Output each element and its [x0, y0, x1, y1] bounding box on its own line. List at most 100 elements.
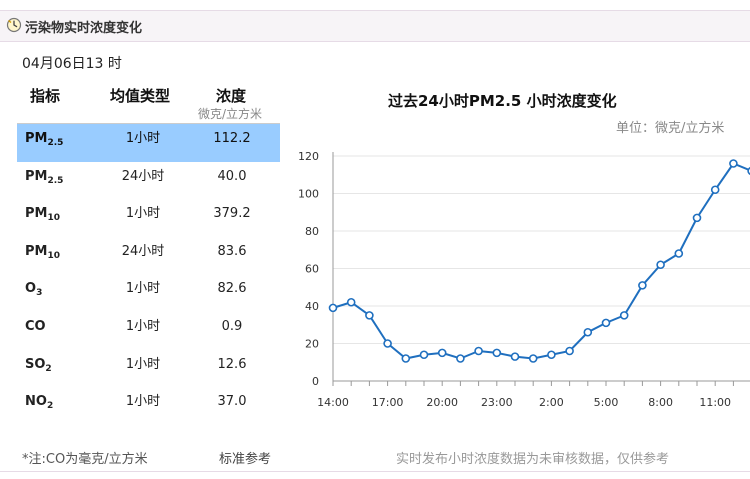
y-tick-label: 0	[312, 375, 319, 388]
table-row[interactable]: NO2 1小时 37.0	[17, 387, 280, 425]
concentration-cell: 12.6	[217, 356, 247, 372]
chart-disclaimer: 实时发布小时浓度数据为未审核数据，仅供参考	[396, 452, 670, 467]
y-tick-label: 100	[298, 188, 319, 201]
data-point	[583, 327, 593, 337]
indicator-name: PM	[25, 243, 48, 259]
y-tick-label: 60	[305, 263, 319, 276]
table-row[interactable]: O3 1小时 82.6	[17, 274, 280, 312]
x-tick-label: 11:00	[699, 396, 731, 409]
indicator-subscript: 2.5	[47, 138, 64, 148]
pm25-line-chart: 0 20 40 60 80 100 120 14:00 17:00 20:00 23:00 2:00 5…	[298, 150, 750, 409]
data-point	[729, 159, 738, 168]
bottom-divider	[0, 471, 750, 472]
indicator-cell: PM10	[25, 199, 60, 229]
x-tick-label: 2:00	[539, 396, 564, 409]
column-header-unit: 微克/立方米	[198, 107, 263, 121]
standard-reference-link[interactable]: 标准参考	[219, 452, 272, 467]
indicator-name: O	[25, 281, 37, 297]
indicator-name: NO	[25, 394, 47, 410]
concentration-cell: 379.2	[213, 206, 251, 222]
data-point	[510, 352, 520, 361]
data-point	[565, 346, 574, 356]
avg-type-cell: 1小时	[125, 356, 161, 372]
table-row[interactable]: PM10 1小时 379.2	[17, 199, 280, 237]
column-header-avg-type: 均值类型	[110, 87, 171, 105]
data-point	[437, 348, 447, 358]
data-point	[710, 185, 720, 195]
indicator-name: PM	[25, 168, 48, 184]
chart-unit-label: 单位：微克/立方米	[616, 121, 725, 136]
x-tick-label: 17:00	[372, 396, 404, 409]
x-tick-label: 20:00	[426, 396, 458, 409]
data-point	[638, 281, 647, 290]
table-row[interactable]: SO2 1小时 12.6	[17, 350, 280, 388]
data-point	[328, 303, 338, 313]
avg-type-cell: 1小时	[125, 206, 161, 222]
indicator-cell: SO2	[25, 350, 52, 380]
indicator-name: SO	[25, 356, 46, 372]
x-tick-label: 8:00	[648, 396, 673, 409]
concentration-cell: 112.2	[213, 131, 251, 146]
column-header-concentration: 浓度	[216, 87, 247, 105]
concentration-cell: 0.9	[221, 318, 243, 334]
indicator-subscript: 2	[46, 401, 54, 412]
table-row[interactable]: CO 1小时 0.9	[17, 312, 280, 350]
data-point	[674, 249, 684, 258]
data-point	[528, 354, 538, 363]
indicator-name: PM	[25, 206, 48, 222]
table-row[interactable]: PM10 24小时 83.6	[17, 237, 280, 275]
indicator-cell: NO2	[25, 387, 53, 417]
avg-type-cell: 1小时	[125, 131, 161, 146]
indicator-subscript: 2	[45, 363, 52, 374]
data-point	[619, 311, 629, 320]
indicator-subscript: 2.5	[47, 175, 64, 186]
pollutant-table: PM2.5 1小时 112.2 PM2.5 24小时 40.0 PM10 1小时 379.2 PM…	[17, 124, 280, 425]
table-divider	[17, 123, 280, 124]
avg-type-cell: 1小时	[125, 318, 161, 334]
concentration-cell: 82.6	[217, 281, 247, 297]
concentration-cell: 40.0	[217, 168, 247, 184]
concentration-cell: 37.0	[217, 394, 247, 410]
data-point	[601, 318, 611, 328]
data-point	[492, 348, 502, 358]
indicator-name: PM	[25, 131, 48, 146]
data-point	[383, 339, 392, 348]
indicator-subscript: 10	[47, 250, 60, 261]
data-point	[692, 213, 702, 223]
avg-type-cell: 24小时	[121, 243, 165, 259]
clock-icon	[6, 17, 22, 33]
chart-title: 过去24小时PM2.5 小时浓度变化	[388, 92, 617, 110]
indicator-cell: PM10	[25, 237, 60, 267]
indicator-cell: CO	[25, 312, 46, 342]
avg-type-cell: 24小时	[121, 168, 165, 184]
table-row[interactable]: PM2.5 24小时 40.0	[17, 162, 280, 200]
data-timestamp: 04月06日13 时	[22, 56, 122, 72]
panel-title: 污染物实时浓度变化	[25, 21, 143, 36]
y-tick-label: 20	[305, 338, 319, 351]
data-point	[401, 354, 411, 363]
data-point	[419, 350, 429, 360]
x-tick-label: 5:00	[594, 396, 619, 409]
indicator-cell: PM2.5	[25, 124, 63, 154]
indicator-cell: PM2.5	[25, 162, 63, 192]
y-tick-label: 80	[305, 225, 319, 238]
avg-type-cell: 1小时	[125, 394, 161, 410]
data-point	[365, 311, 374, 320]
data-point	[547, 350, 556, 360]
indicator-name: CO	[25, 318, 46, 334]
table-row[interactable]: PM2.5 1小时 112.2	[17, 124, 280, 162]
x-tick-label: 23:00	[481, 396, 513, 409]
y-tick-label: 40	[305, 300, 319, 313]
indicator-subscript: 10	[47, 213, 60, 224]
data-point	[456, 354, 465, 363]
data-point	[474, 346, 483, 356]
co-unit-note: *注:CO为毫克/立方米	[22, 452, 148, 467]
avg-type-cell: 1小时	[125, 281, 161, 297]
series-line	[332, 162, 750, 360]
y-tick-label: 120	[298, 150, 319, 163]
concentration-cell: 83.6	[217, 243, 247, 259]
indicator-subscript: 3	[36, 288, 43, 299]
x-tick-label: 14:00	[317, 396, 349, 409]
data-point	[346, 297, 356, 307]
indicator-cell: O3	[25, 274, 42, 304]
